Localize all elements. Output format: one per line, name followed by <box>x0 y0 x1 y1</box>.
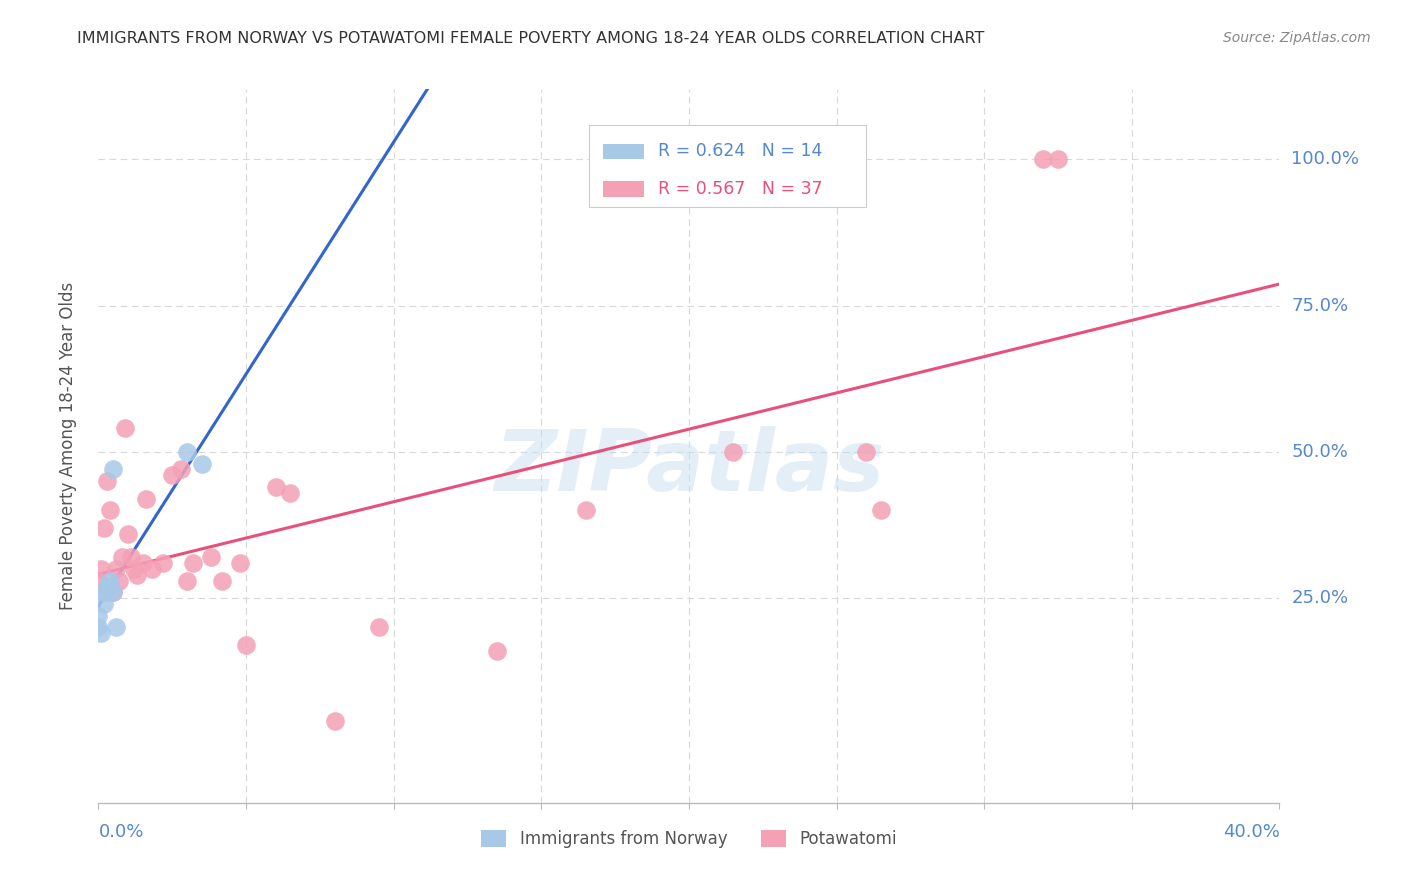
Text: 100.0%: 100.0% <box>1291 151 1360 169</box>
Point <box>87 608 110 623</box>
Text: 40.0%: 40.0% <box>1223 823 1279 841</box>
Point <box>1032 153 1054 167</box>
Point <box>96 579 118 593</box>
Point <box>181 556 204 570</box>
Text: 50.0%: 50.0% <box>1291 442 1348 461</box>
Point <box>108 574 131 588</box>
Point <box>723 445 745 459</box>
Point <box>855 445 877 459</box>
Point <box>162 468 183 483</box>
Point <box>132 556 155 570</box>
Point <box>152 556 174 570</box>
Text: Source: ZipAtlas.com: Source: ZipAtlas.com <box>1223 31 1371 45</box>
Point <box>323 714 346 728</box>
Point <box>200 550 222 565</box>
Point <box>176 445 198 459</box>
Point <box>486 644 509 658</box>
Point <box>98 574 121 588</box>
Point <box>191 457 214 471</box>
Text: R = 0.624   N = 14: R = 0.624 N = 14 <box>658 143 823 161</box>
Point <box>98 579 121 593</box>
Point <box>90 626 112 640</box>
Point <box>122 562 145 576</box>
Legend: Immigrants from Norway, Potawatomi: Immigrants from Norway, Potawatomi <box>475 823 903 855</box>
Point <box>93 597 115 611</box>
Text: 75.0%: 75.0% <box>1291 297 1348 315</box>
Point <box>111 550 134 565</box>
Y-axis label: Female Poverty Among 18-24 Year Olds: Female Poverty Among 18-24 Year Olds <box>59 282 77 610</box>
Point <box>229 556 252 570</box>
Point <box>105 562 128 576</box>
Text: ZIPatlas: ZIPatlas <box>494 425 884 509</box>
Point <box>90 562 112 576</box>
Point <box>105 620 128 634</box>
Point <box>93 585 115 599</box>
Point <box>280 485 302 500</box>
Point <box>103 462 125 476</box>
Point <box>87 620 110 634</box>
Point <box>870 503 893 517</box>
FancyBboxPatch shape <box>589 125 866 207</box>
Point <box>103 585 125 599</box>
Point <box>98 503 121 517</box>
Text: R = 0.567   N = 37: R = 0.567 N = 37 <box>658 180 823 198</box>
Point <box>96 585 118 599</box>
Point <box>211 574 233 588</box>
Point <box>87 574 110 588</box>
Point <box>96 474 118 488</box>
Point <box>135 491 157 506</box>
Point <box>141 562 163 576</box>
Point <box>117 526 139 541</box>
Text: 25.0%: 25.0% <box>1291 589 1348 607</box>
Point <box>264 480 287 494</box>
Text: IMMIGRANTS FROM NORWAY VS POTAWATOMI FEMALE POVERTY AMONG 18-24 YEAR OLDS CORREL: IMMIGRANTS FROM NORWAY VS POTAWATOMI FEM… <box>77 31 984 46</box>
FancyBboxPatch shape <box>603 181 644 197</box>
Point <box>368 620 391 634</box>
FancyBboxPatch shape <box>603 144 644 160</box>
Point <box>170 462 193 476</box>
Point <box>575 503 598 517</box>
Point <box>114 421 136 435</box>
Point <box>176 574 198 588</box>
Point <box>1046 153 1070 167</box>
Point <box>93 521 115 535</box>
Point <box>235 638 257 652</box>
Text: 0.0%: 0.0% <box>98 823 143 841</box>
Point <box>103 585 125 599</box>
Point <box>120 550 142 565</box>
Point <box>125 567 148 582</box>
